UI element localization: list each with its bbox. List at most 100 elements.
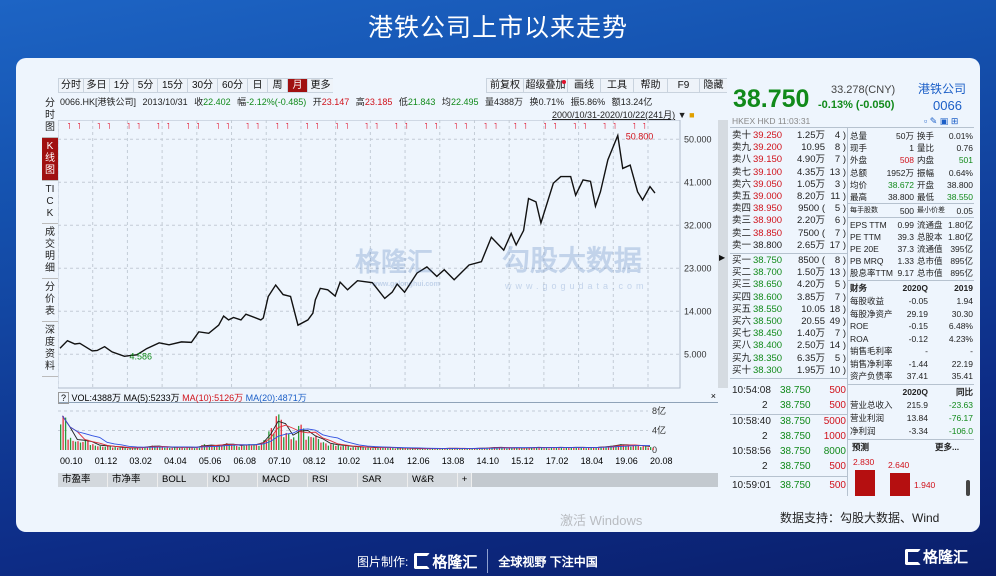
ask-row[interactable]: 卖四 38.950 9500 (5 )	[732, 203, 846, 215]
indicator-tab-0[interactable]: 市盈率	[58, 473, 108, 487]
dividend-marker-icon[interactable]: ˥	[603, 122, 606, 131]
close-icon[interactable]: ×	[710, 391, 716, 401]
indicator-tab-8[interactable]: +	[458, 473, 472, 487]
edit-icon[interactable]: ✎	[929, 116, 938, 126]
indicator-tab-4[interactable]: MACD	[258, 473, 308, 487]
dividend-marker-icon[interactable]: ˥	[633, 122, 636, 131]
dividend-marker-icon[interactable]: ˥	[216, 122, 219, 131]
dividend-marker-icon[interactable]: ˥	[464, 122, 467, 131]
dividend-marker-icon[interactable]: ˥	[196, 122, 199, 131]
tool-button-2[interactable]: 画线	[567, 78, 600, 93]
date-range-selector[interactable]: 2000/10/31-2020/10/22(241月) ▼ ■	[552, 108, 695, 121]
tool-button-6[interactable]: 隐藏	[699, 78, 727, 93]
dividend-marker-icon[interactable]: ˥	[305, 122, 308, 131]
price-chart[interactable]: 50.000 41.000 32.000 23.000 14.000 5.000 ▶ ˥ ˥ ˥ ˥…	[58, 120, 730, 390]
dividend-marker-icon[interactable]: ˥	[315, 122, 318, 131]
indicator-tab-6[interactable]: SAR	[358, 473, 408, 487]
dividend-marker-icon[interactable]: ˥	[157, 122, 160, 131]
dividend-marker-icon[interactable]: ˥	[524, 122, 527, 131]
dividend-marker-icon[interactable]: ˥	[246, 122, 249, 131]
bid-row[interactable]: 买十 38.300 1.95万 10 )	[732, 365, 846, 377]
dividend-marker-icon[interactable]: ˥	[494, 122, 497, 131]
help-button[interactable]: ?	[58, 392, 70, 404]
ask-row[interactable]: 卖一 38.800 2.65万 17 )	[732, 240, 846, 252]
indicator-tab-2[interactable]: BOLL	[158, 473, 208, 487]
window-icon[interactable]: ▣	[939, 116, 949, 126]
tab-period-9[interactable]: 月	[287, 78, 307, 93]
bid-row[interactable]: 买五 38.550 10.05 18 )	[732, 304, 846, 316]
side-tab-1[interactable]: K线图	[42, 138, 58, 181]
tool-button-4[interactable]: 帮助	[633, 78, 667, 93]
add-icon[interactable]: ⊞	[950, 116, 959, 126]
scroll-arrow-icon[interactable]: ▶	[719, 253, 726, 262]
tab-period-10[interactable]: 更多	[307, 78, 333, 93]
ask-row[interactable]: 卖五 39.000 8.20万 11 )	[732, 191, 846, 203]
indicator-tab-3[interactable]: KDJ	[208, 473, 258, 487]
dividend-marker-icon[interactable]: ˥	[67, 122, 70, 131]
dividend-marker-icon[interactable]: ˥	[77, 122, 80, 131]
bid-row[interactable]: 买一 38.750 8500 (8 )	[732, 255, 846, 267]
side-tab-2[interactable]: TICK	[42, 181, 58, 224]
dividend-marker-icon[interactable]: ˥	[434, 122, 437, 131]
tool-button-1[interactable]: 超级叠加	[523, 78, 567, 93]
tool-button-5[interactable]: F9	[667, 78, 699, 93]
dividend-marker-icon[interactable]: ˥	[405, 122, 408, 131]
dropdown-arrow-icon[interactable]: ▼	[677, 110, 687, 120]
ask-row[interactable]: 卖七 39.100 4.35万 13 )	[732, 167, 846, 179]
ask-row[interactable]: 卖二 38.850 7500 (7 )	[732, 228, 846, 240]
dividend-marker-icon[interactable]: ˥	[643, 122, 646, 131]
bid-row[interactable]: 买七 38.450 1.40万 7 )	[732, 328, 846, 340]
tab-period-2[interactable]: 1分	[109, 78, 133, 93]
dividend-marker-icon[interactable]: ˥	[454, 122, 457, 131]
dividend-marker-icon[interactable]: ˥	[127, 122, 130, 131]
bid-row[interactable]: 买四 38.600 3.85万 7 )	[732, 292, 846, 304]
indicator-tab-5[interactable]: RSI	[308, 473, 358, 487]
bid-row[interactable]: 买二 38.700 1.50万 13 )	[732, 267, 846, 279]
dividend-marker-icon[interactable]: ˥	[424, 122, 427, 131]
dividend-marker-icon[interactable]: ˥	[186, 122, 189, 131]
dividend-marker-icon[interactable]: ˥	[286, 122, 289, 131]
dividend-marker-icon[interactable]: ˥	[276, 122, 279, 131]
bid-row[interactable]: 买八 38.400 2.50万 14 )	[732, 340, 846, 352]
dividend-marker-icon[interactable]: ˥	[365, 122, 368, 131]
bid-row[interactable]: 买六 38.500 20.55 49 )	[732, 316, 846, 328]
dividend-marker-icon[interactable]: ˥	[375, 122, 378, 131]
indicator-tab-7[interactable]: W&R	[408, 473, 458, 487]
dividend-marker-icon[interactable]: ˥	[573, 122, 576, 131]
dividend-marker-icon[interactable]: ˥	[137, 122, 140, 131]
dividend-marker-icon[interactable]: ˥	[613, 122, 616, 131]
ask-row[interactable]: 卖六 39.050 1.05万 3 )	[732, 179, 846, 191]
side-tab-3[interactable]: 成交明细	[42, 224, 58, 279]
tab-period-3[interactable]: 5分	[133, 78, 157, 93]
tab-period-5[interactable]: 30分	[187, 78, 217, 93]
indicator-tab-1[interactable]: 市净率	[108, 473, 158, 487]
settings-icon[interactable]: ▫	[924, 116, 928, 126]
bid-row[interactable]: 买三 38.650 4.20万 5 )	[732, 279, 846, 291]
ask-row[interactable]: 卖九 39.200 10.95 8 )	[732, 142, 846, 154]
side-tab-5[interactable]: 深度资料	[42, 322, 58, 377]
dividend-marker-icon[interactable]: ˥	[256, 122, 259, 131]
dividend-marker-icon[interactable]: ˥	[97, 122, 100, 131]
side-tab-0[interactable]: 分时图	[42, 95, 58, 138]
dividend-marker-icon[interactable]: ˥	[167, 122, 170, 131]
dividend-marker-icon[interactable]: ˥	[107, 122, 110, 131]
dividend-marker-icon[interactable]: ˥	[335, 122, 338, 131]
volume-chart[interactable]: 8亿 4亿 0	[58, 404, 718, 456]
dividend-marker-icon[interactable]: ˥	[484, 122, 487, 131]
more-link[interactable]: 更多...	[935, 442, 960, 452]
dividend-marker-icon[interactable]: ˥	[553, 122, 556, 131]
tool-button-3[interactable]: 工具	[600, 78, 633, 93]
tool-button-0[interactable]: 前复权	[486, 78, 523, 93]
dividend-marker-icon[interactable]: ˥	[345, 122, 348, 131]
ask-row[interactable]: 卖八 39.150 4.90万 7 )	[732, 154, 846, 166]
ask-row[interactable]: 卖十 39.250 1.25万 4 )	[732, 130, 846, 142]
lock-icon[interactable]: ■	[689, 110, 695, 120]
scroll-handle[interactable]	[966, 480, 970, 496]
dividend-marker-icon[interactable]: ˥	[226, 122, 229, 131]
dividend-marker-icon[interactable]: ˥	[514, 122, 517, 131]
tab-period-0[interactable]: 分时	[58, 78, 83, 93]
bid-row[interactable]: 买九 38.350 6.35万 5 )	[732, 353, 846, 365]
tab-period-6[interactable]: 60分	[217, 78, 247, 93]
tab-period-4[interactable]: 15分	[157, 78, 187, 93]
vertical-scrollbar[interactable]	[718, 120, 728, 388]
